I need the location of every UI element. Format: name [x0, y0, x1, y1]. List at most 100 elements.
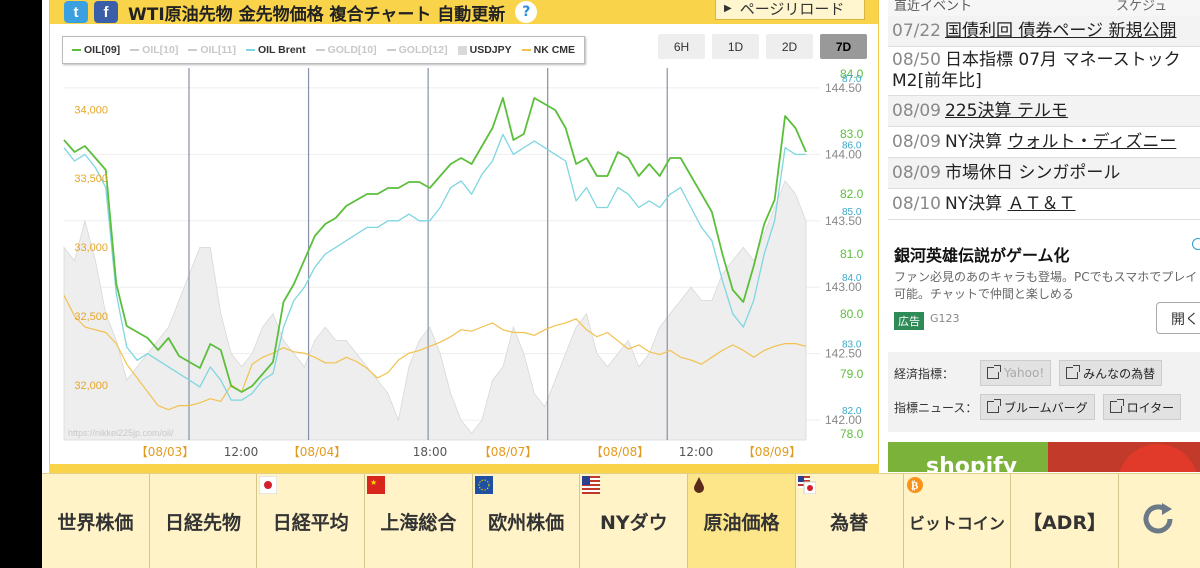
nav-item-label: 日経平均 — [272, 512, 349, 534]
legend-item[interactable]: OIL Brent — [245, 44, 306, 56]
legend-item[interactable]: OIL[11] — [188, 44, 236, 56]
x-axis-label: 12:00 — [224, 445, 259, 459]
ad-block[interactable]: 銀河英雄伝説がゲーム化 ファン必見のあのキャラも登場。PCでもスマホでプレイ可能… — [888, 236, 1200, 346]
reuters-link-label: ロイター — [1126, 400, 1175, 415]
usjp-flag-icon — [797, 476, 817, 495]
legend-swatch — [315, 49, 325, 51]
series-usdjpy-area — [63, 180, 807, 441]
legend-label: OIL[11] — [200, 44, 236, 56]
legend-item[interactable]: GOLD[12] — [386, 44, 448, 56]
schedule-link[interactable]: スケジュ — [1116, 0, 1168, 14]
nav-item-label: NYダウ — [599, 512, 668, 534]
nav-item[interactable]: NYダウ — [580, 474, 689, 568]
external-link-icon — [987, 365, 1001, 379]
yahoo-link-label: Yahoo! — [1004, 366, 1045, 380]
oil-axis-tick: 79.0 — [840, 367, 864, 381]
chart-plot: 34,000 33,500 33,000 32,500 32,000 144.50 144.… — [63, 67, 864, 459]
ad-title[interactable]: 銀河英雄伝説がゲーム化 — [894, 246, 1070, 265]
event-text[interactable]: ウォルト・ディズニー — [1007, 132, 1177, 152]
event-item: 08/09 市場休日 シンガポール — [888, 158, 1200, 189]
event-item[interactable]: 08/09 225決算 テルモ — [888, 96, 1200, 127]
banner-text: shopify — [926, 454, 1018, 472]
banner-tomato-image — [1118, 444, 1198, 472]
nav-item[interactable]: 為替 — [796, 474, 904, 568]
indicator-row: 経済指標： Yahoo! みんなの為替 — [894, 356, 1200, 390]
nav-item-label: 原油価格 — [703, 512, 780, 534]
event-item[interactable]: 08/10 NY決算 ＡＴ＆Ｔ — [888, 189, 1200, 220]
brent-axis-tick: 87.0 — [842, 74, 862, 85]
legend-swatch — [245, 49, 255, 51]
twitter-share-icon[interactable]: t — [64, 1, 88, 23]
legend-swatch — [130, 49, 140, 51]
left-axis-tick: 33,500 — [74, 173, 108, 185]
left-axis-tick: 32,000 — [74, 380, 108, 392]
usdjpy-axis-tick: 142.50 — [825, 347, 862, 361]
nav-item[interactable]: ₿ ビットコイン — [904, 474, 1012, 568]
bloomberg-link[interactable]: ブルームバーグ — [980, 394, 1095, 420]
legend-item[interactable]: GOLD[10] — [315, 44, 377, 56]
banner-green-bg — [888, 442, 1048, 472]
nav-item[interactable]: 日経平均 — [257, 474, 366, 568]
events-header: 直近イベント スケジュ — [888, 0, 1200, 16]
reload-button[interactable]: ▶ ページリロード — [715, 0, 865, 20]
left-axis-tick: 34,000 — [74, 104, 108, 116]
event-text[interactable]: ＡＴ＆Ｔ — [1007, 194, 1076, 214]
bottom-nav: 世界株価 日経先物 日経平均 ★ 上海総合 欧州株価 NYダウ 原油価格 為替 ₿ ビットコイン 【A… — [42, 473, 1200, 568]
nav-item-label: 日経先物 — [165, 512, 242, 534]
brent-axis-tick: 82.0 — [842, 406, 862, 417]
nav-item[interactable]: ★ 上海総合 — [365, 474, 473, 568]
event-date: 08/09 — [892, 132, 941, 152]
oil-axis-tick: 84.0 — [840, 67, 864, 81]
legend-label: OIL[10] — [142, 44, 179, 56]
ad-info-icon[interactable] — [1192, 238, 1200, 250]
banner-ad[interactable]: shopify — [888, 442, 1200, 472]
nav-item[interactable]: 【ADR】 — [1011, 474, 1119, 568]
nav-item[interactable]: 欧州株価 — [473, 474, 581, 568]
series-oil09-line — [63, 97, 807, 393]
event-item[interactable]: 07/22 国債利回 債券ページ 新規公開 — [888, 16, 1200, 47]
refresh-icon — [1136, 497, 1180, 546]
reload-label: ページリロード — [739, 0, 845, 18]
x-axis-label: 【08/09】 — [743, 445, 802, 459]
usdjpy-axis-tick: 144.00 — [825, 147, 862, 161]
oil-axis-tick: 81.0 — [840, 247, 864, 261]
oil-axis-tick: 82.0 — [840, 187, 864, 201]
nav-item[interactable]: 原油価格 — [688, 474, 796, 568]
external-link-icon — [1066, 365, 1081, 379]
series-oil-brent-line — [63, 133, 806, 401]
nav-item[interactable]: 日経先物 — [150, 474, 258, 568]
minna-link-label: みんなの為替 — [1083, 366, 1156, 381]
range-button-6h[interactable]: 6H — [658, 34, 705, 59]
panel-header: t f WTI原油先物 金先物価格 複合チャート 自動更新 ? ▶ ページリロー… — [50, 0, 878, 25]
legend-swatch — [457, 45, 467, 55]
yahoo-link[interactable]: Yahoo! — [980, 360, 1052, 386]
svg-text:★: ★ — [370, 478, 377, 487]
ad-tag: 広告 — [894, 312, 924, 330]
range-button-1d[interactable]: 1D — [712, 34, 759, 59]
range-selector: 6H 1D 2D 7D — [658, 34, 867, 59]
brent-axis-tick: 86.0 — [842, 140, 862, 151]
range-button-2d[interactable]: 2D — [766, 34, 813, 59]
event-item[interactable]: 08/09 NY決算 ウォルト・ディズニー — [888, 127, 1200, 158]
facebook-share-icon[interactable]: f — [94, 1, 118, 23]
refresh-button[interactable] — [1119, 474, 1197, 568]
nav-item-label: 世界株価 — [57, 512, 134, 534]
event-text[interactable]: 国債利回 債券ページ 新規公開 — [945, 21, 1177, 41]
left-axis-tick: 32,500 — [74, 311, 108, 323]
events-header-label: 直近イベント — [894, 0, 973, 14]
nav-item[interactable]: 世界株価 — [42, 474, 150, 568]
svg-text:₿: ₿ — [911, 479, 919, 492]
chart-watermark: https://nikkei225jp.com/oil/ — [68, 428, 174, 438]
ad-open-button[interactable]: 開く — [1156, 302, 1200, 334]
legend-item[interactable]: USDJPY — [457, 44, 512, 56]
legend-item[interactable]: OIL[10] — [130, 44, 178, 56]
reuters-link[interactable]: ロイター — [1102, 394, 1182, 420]
legend-item[interactable]: NK CME — [521, 44, 575, 56]
range-button-7d[interactable]: 7D — [820, 34, 867, 59]
indicator-links: 経済指標： Yahoo! みんなの為替 指標ニュース： ブルームバーグ ロイター — [888, 352, 1200, 432]
event-text[interactable]: 225決算 テルモ — [945, 101, 1068, 121]
oil-flag-icon — [690, 476, 708, 494]
minna-link[interactable]: みんなの為替 — [1059, 360, 1163, 386]
help-icon[interactable]: ? — [515, 1, 538, 23]
legend-item[interactable]: OIL[09] — [72, 44, 120, 56]
